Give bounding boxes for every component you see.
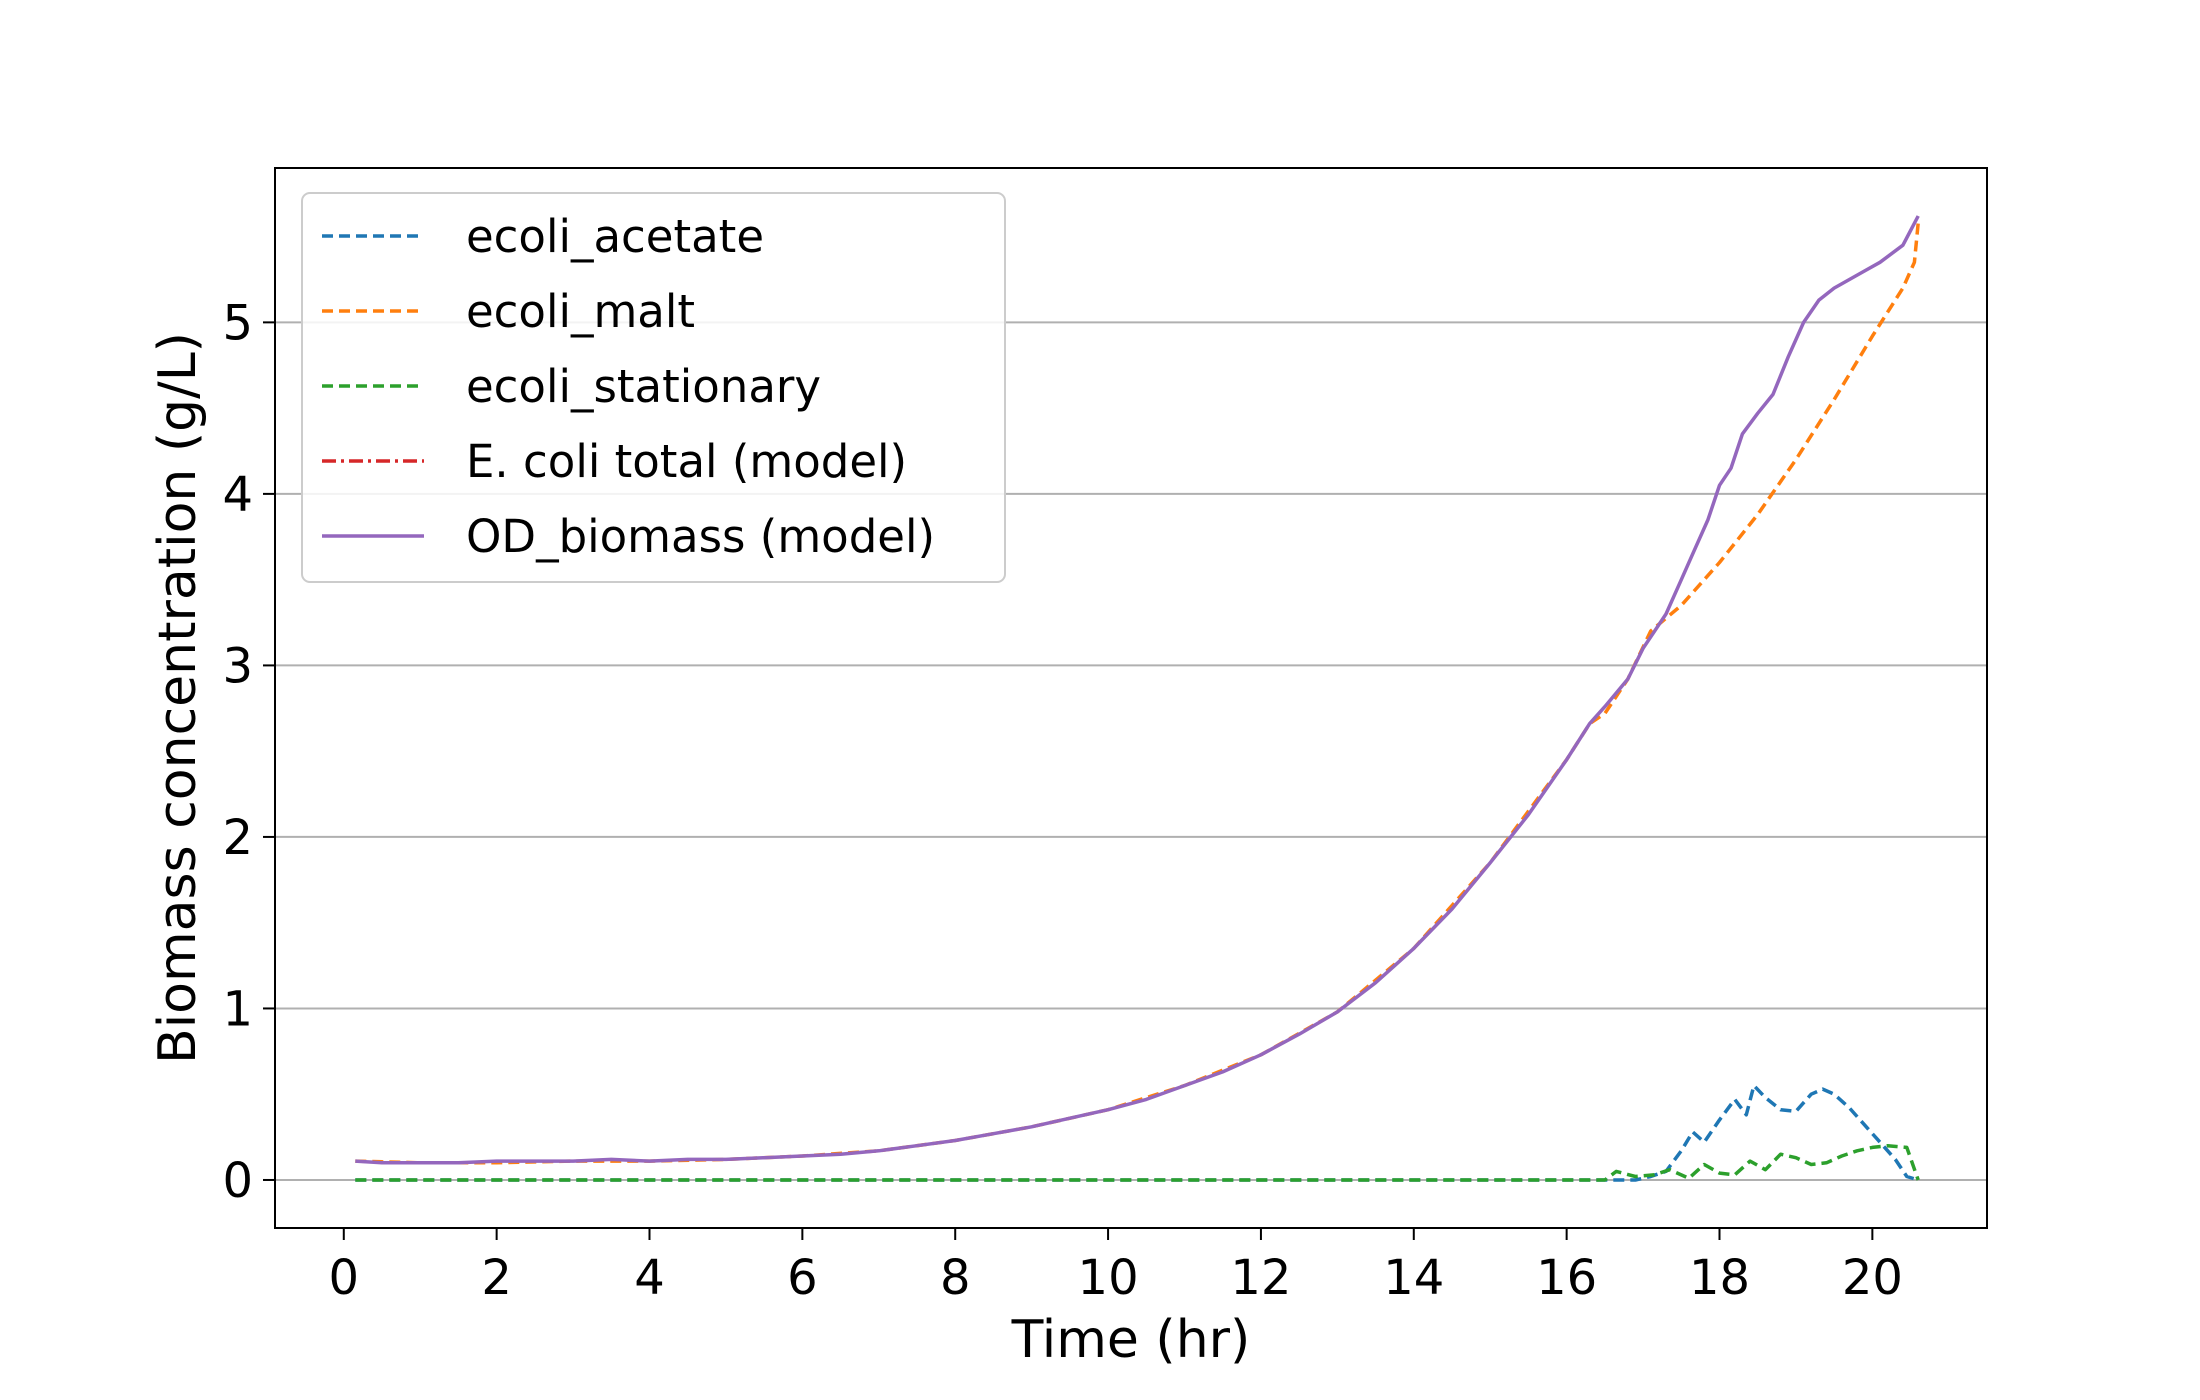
legend-label: OD_biomass (model) bbox=[466, 510, 935, 563]
y-tick-label: 0 bbox=[222, 1153, 253, 1209]
series-line-2 bbox=[355, 1143, 1920, 1182]
legend-label: E. coli total (model) bbox=[466, 435, 907, 488]
x-tick-label: 2 bbox=[481, 1250, 512, 1306]
x-tick-label: 6 bbox=[787, 1250, 818, 1306]
x-tick-label: 8 bbox=[940, 1250, 971, 1306]
y-tick-label: 1 bbox=[222, 981, 253, 1037]
y-axis-ticks: 0 1 2 3 4 5 bbox=[222, 295, 275, 1209]
plot-frame bbox=[274, 167, 1988, 1229]
x-tick-label: 10 bbox=[1078, 1250, 1139, 1306]
y-tick-label: 4 bbox=[222, 467, 253, 523]
x-tick-label: 4 bbox=[634, 1250, 665, 1306]
x-tick-label: 0 bbox=[329, 1250, 360, 1306]
legend: ecoli_acetate ecoli_malt ecoli_stationary E… bbox=[301, 192, 1006, 583]
x-tick-label: 14 bbox=[1383, 1250, 1444, 1306]
y-tick-label: 3 bbox=[222, 638, 253, 694]
legend-label: ecoli_malt bbox=[466, 285, 695, 338]
legend-label: ecoli_acetate bbox=[466, 210, 764, 263]
x-tick-label: 20 bbox=[1842, 1250, 1903, 1306]
y-axis-title: Biomass concentration (g/L) bbox=[148, 332, 208, 1064]
legend-label: ecoli_stationary bbox=[466, 360, 821, 413]
x-tick-label: 18 bbox=[1689, 1250, 1750, 1306]
y-tick-label: 2 bbox=[222, 810, 253, 866]
x-tick-label: 16 bbox=[1536, 1250, 1597, 1306]
legend-box bbox=[301, 192, 1006, 583]
series-lines bbox=[355, 215, 1920, 1182]
x-tick-label: 12 bbox=[1230, 1250, 1291, 1306]
y-tick-label: 5 bbox=[222, 295, 253, 351]
series-line-4 bbox=[355, 215, 1920, 1165]
x-axis-title: Time (hr) bbox=[1011, 1310, 1251, 1370]
x-axis-ticks: 0 2 4 6 8 10 12 14 16 18 20 bbox=[329, 1228, 1903, 1306]
